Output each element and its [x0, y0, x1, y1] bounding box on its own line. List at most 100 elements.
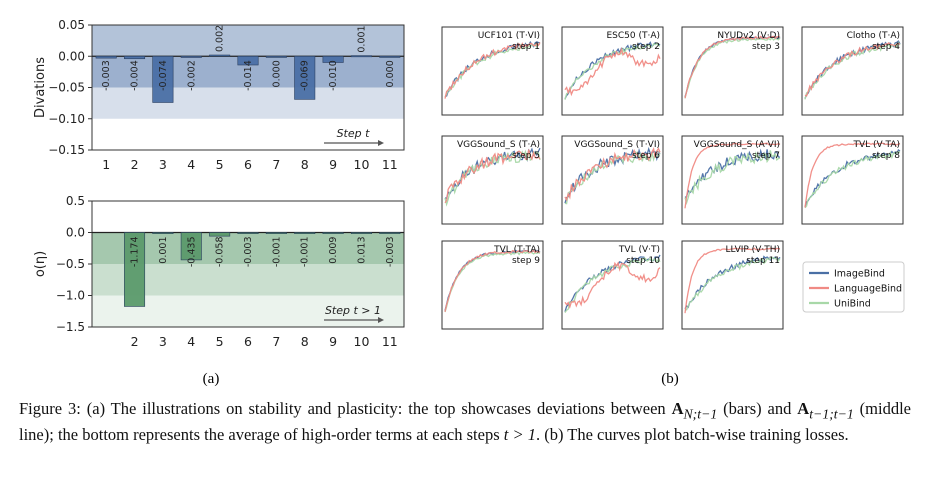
bottom-ylabel: o(η) [33, 251, 48, 277]
curve-panel-step-8: step 8 [872, 151, 900, 161]
bottom-xtick-11: 11 [382, 334, 398, 349]
curve-line-9-languagebind [444, 249, 541, 312]
curve-panel-9: TVL (T·TA)step 9 [441, 240, 544, 330]
curve-line-4-languagebind [804, 41, 901, 97]
bottom-ytick-label-4: −1.5 [56, 320, 85, 334]
curve-panel-10: TVL (V·T)step 10 [561, 240, 664, 330]
bottom-data-label-7: -0.001 [271, 237, 282, 268]
bottom-data-label-11: -0.003 [385, 237, 396, 268]
bottom-xtick-3: 3 [159, 334, 167, 349]
curve-panel-step-4: step 4 [872, 42, 900, 52]
bottom-ytick-label-1: 0.0 [66, 226, 85, 240]
top-bar-8 [294, 55, 316, 100]
curve-panel-frame-10 [561, 240, 664, 330]
curve-panel-title-10: TVL (V·T) [618, 245, 660, 255]
bottom-xtick-5: 5 [216, 334, 224, 349]
curve-line-5-languagebind [444, 149, 541, 204]
curve-legend-box [802, 261, 905, 313]
top-bar-3 [152, 55, 174, 103]
curve-line-3-languagebind [684, 35, 781, 99]
curve-line-11-languagebind [684, 247, 781, 314]
top-data-label-11: 0.000 [385, 60, 396, 87]
curve-line-11-imagebind [684, 255, 781, 310]
curve-panel-3: NYUDv2 (V·D)step 3 [681, 26, 784, 116]
curve-line-11-unibind [684, 256, 781, 311]
bottom-bar-9 [322, 232, 344, 235]
curve-panel-frame-4 [801, 26, 904, 116]
top-ytick-label-2: −0.05 [48, 81, 85, 95]
curve-panel-8: TVL (V·TA)step 8 [801, 135, 904, 225]
top-bar-11 [379, 55, 401, 58]
top-ylabel: Divations [33, 57, 48, 118]
curve-panel-title-11: LLVIP (V·TH) [726, 245, 780, 255]
bottom-bar-10 [350, 232, 372, 235]
top-data-label-7: 0.000 [271, 60, 282, 87]
top-xtick-11: 11 [382, 157, 398, 172]
curve-line-7-languagebind [684, 142, 781, 209]
curve-panel-title-3: NYUDv2 (V·D) [717, 31, 780, 41]
curve-panel-step-10: step 10 [626, 256, 660, 266]
bottom-higher-order-chart: 0.5 0.0 −0.5 −1.0 −1.5 o(η) -1.174 2 0.001 3 -0.43… [33, 194, 405, 349]
bottom-ytick-label-2: −0.5 [56, 257, 85, 271]
curve-panel-step-9: step 9 [512, 256, 540, 266]
top-ytick-label-4: −0.15 [48, 143, 85, 157]
curve-line-2-languagebind [564, 47, 661, 97]
caption-text-4: . (b) The curves plot batch-wise trainin… [535, 425, 849, 445]
bottom-data-label-3: 0.001 [158, 237, 169, 264]
bottom-arrow-label: Step t > 1 [325, 304, 381, 317]
bottom-data-label-6: -0.003 [243, 237, 254, 268]
curve-line-1-unibind [444, 43, 541, 98]
top-bar-7 [265, 55, 287, 58]
curve-panel-step-7: step 7 [752, 151, 780, 161]
curve-line-8-unibind [804, 150, 901, 209]
bottom-xtick-10: 10 [354, 334, 370, 349]
curve-legend: ImageBind LanguageBind UniBind [802, 261, 905, 313]
curve-panel-title-1: UCF101 (T·VI) [478, 31, 540, 41]
caption-text-1: Figure 3: (a) The illustrations on stabi… [19, 399, 672, 418]
top-xtick-5: 5 [216, 157, 224, 172]
curve-panel-title-4: Clotho (T·A) [847, 31, 900, 41]
top-bar-4 [180, 55, 202, 58]
bottom-bar-5 [209, 232, 231, 237]
curve-panel-title-6: VGGSound_S (T·VI) [574, 140, 660, 150]
top-xtick-4: 4 [187, 157, 195, 172]
legend-label-languagebind: LanguageBind [834, 284, 902, 295]
top-xtick-9: 9 [329, 157, 337, 172]
curve-panel-5: VGGSound_S (T·A)step 5 [441, 135, 544, 225]
bottom-bar-7 [265, 232, 287, 235]
top-data-label-6: -0.014 [243, 60, 254, 91]
bottom-bar-4 [180, 232, 202, 261]
top-xtick-6: 6 [244, 157, 252, 172]
top-xtick-1: 1 [102, 157, 110, 172]
top-bar-5 [209, 54, 231, 57]
bottom-data-label-9: 0.009 [328, 237, 339, 264]
curve-line-10-unibind [564, 257, 661, 313]
caption-text-2: (bars) and [717, 399, 798, 418]
curve-line-7-unibind [684, 150, 781, 205]
bottom-xtick-2: 2 [131, 334, 139, 349]
subfigure-label-a: (a) [203, 371, 220, 387]
top-data-label-5: 0.002 [215, 25, 226, 52]
top-xtick-10: 10 [354, 157, 370, 172]
curve-panel-frame-1 [441, 26, 544, 116]
curve-panel-step-11: step 11 [746, 256, 780, 266]
top-bar-1 [95, 55, 117, 59]
curve-line-10-languagebind [564, 261, 661, 310]
curve-line-9-unibind [444, 251, 541, 313]
curve-panel-title-7: VGGSound_S (A·VI) [694, 140, 780, 150]
curve-line-8-languagebind [804, 142, 901, 208]
bottom-data-label-2: -1.174 [130, 237, 141, 268]
top-ytick-label-3: −0.10 [48, 112, 85, 126]
curve-panel-title-5: VGGSound_S (T·A) [457, 140, 540, 150]
top-xtick-8: 8 [301, 157, 309, 172]
top-xtick-2: 2 [131, 157, 139, 172]
bottom-xtick-8: 8 [301, 334, 309, 349]
bottom-ytick-label-3: −1.0 [56, 289, 85, 303]
bottom-xtick-9: 9 [329, 334, 337, 349]
bottom-bar-6 [237, 232, 259, 235]
top-data-label-9: -0.010 [328, 60, 339, 91]
top-band-2 [92, 87, 404, 119]
curve-panel-1: UCF101 (T·VI)step 1 [441, 26, 544, 116]
